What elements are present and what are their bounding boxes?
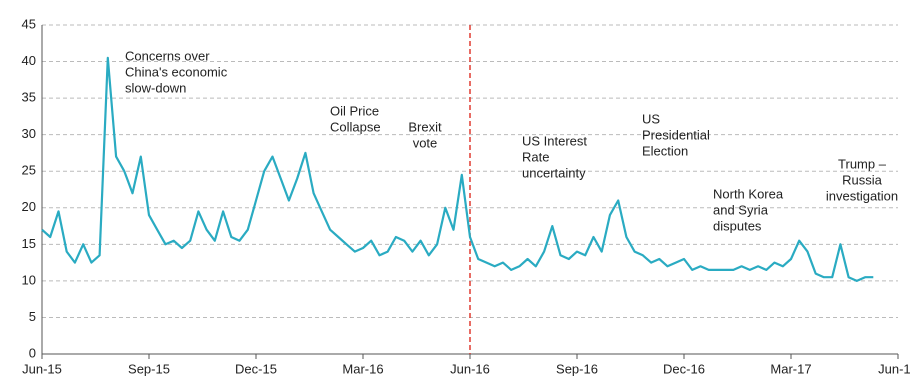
annotation: Trump – xyxy=(838,156,887,171)
annotation: Election xyxy=(642,143,688,158)
annotation: Brexit xyxy=(408,119,442,134)
y-tick-label: 25 xyxy=(22,163,36,178)
x-tick-label: Sep-15 xyxy=(128,361,170,376)
y-tick-label: 30 xyxy=(22,126,36,141)
annotation: and Syria xyxy=(713,202,769,217)
y-tick-label: 35 xyxy=(22,90,36,105)
x-tick-label: Dec-16 xyxy=(663,361,705,376)
annotation: US xyxy=(642,111,660,126)
data-line xyxy=(41,56,874,282)
annotation: uncertainty xyxy=(522,165,586,180)
x-tick-label: Mar-17 xyxy=(770,361,811,376)
annotation: North Korea xyxy=(713,186,784,201)
x-tick-label: Jun-17 xyxy=(878,361,910,376)
annotation: Russia xyxy=(842,172,883,187)
annotation: vote xyxy=(413,135,438,150)
x-tick-label: Sep-16 xyxy=(556,361,598,376)
annotation: US Interest xyxy=(522,133,587,148)
y-tick-label: 40 xyxy=(22,53,36,68)
annotation: investigation xyxy=(826,188,898,203)
x-tick-label: Dec-15 xyxy=(235,361,277,376)
y-tick-label: 45 xyxy=(22,16,36,31)
y-tick-label: 5 xyxy=(29,309,36,324)
x-tick-label: Jun-16 xyxy=(450,361,490,376)
annotation: China's economic xyxy=(125,64,228,79)
x-tick-label: Mar-16 xyxy=(342,361,383,376)
x-tick-label: Jun-15 xyxy=(22,361,62,376)
annotation: Oil Price xyxy=(330,103,379,118)
y-tick-label: 15 xyxy=(22,236,36,251)
annotation: Rate xyxy=(522,149,549,164)
y-tick-label: 10 xyxy=(22,272,36,287)
y-tick-label: 20 xyxy=(22,199,36,214)
annotation: Concerns over xyxy=(125,48,210,63)
annotation: Presidential xyxy=(642,127,710,142)
annotation: disputes xyxy=(713,218,762,233)
y-tick-label: 0 xyxy=(29,345,36,360)
annotation: Collapse xyxy=(330,119,381,134)
annotation: slow-down xyxy=(125,80,186,95)
